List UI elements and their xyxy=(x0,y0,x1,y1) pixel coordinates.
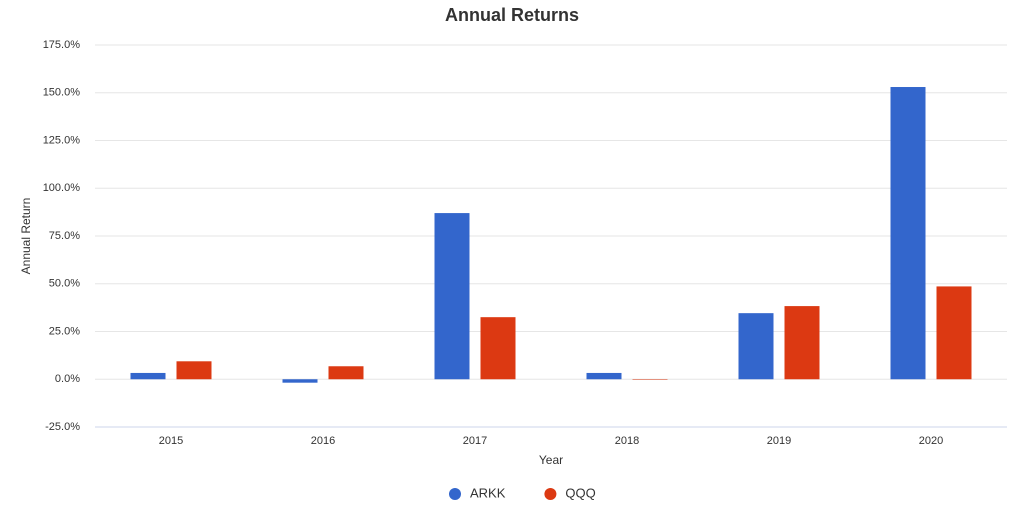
bar xyxy=(936,286,972,380)
bar xyxy=(738,313,774,380)
bar xyxy=(480,317,516,380)
y-tick-label: -25.0% xyxy=(45,421,80,433)
y-tick-label: 0.0% xyxy=(55,373,80,385)
x-tick-label: 2019 xyxy=(767,435,791,447)
x-axis-label: Year xyxy=(539,453,563,467)
y-tick-label: 100.0% xyxy=(43,182,81,194)
bar xyxy=(632,379,668,380)
chart-title: Annual Returns xyxy=(445,5,579,25)
y-tick-label: 50.0% xyxy=(49,278,80,290)
y-axis-label: Annual Return xyxy=(19,198,33,275)
legend-marker[interactable] xyxy=(544,488,557,500)
bar xyxy=(130,372,166,380)
y-tick-label: 150.0% xyxy=(43,87,81,99)
x-tick-label: 2017 xyxy=(463,435,487,447)
x-tick-label: 2020 xyxy=(919,435,943,447)
x-tick-label: 2018 xyxy=(615,435,639,447)
bar xyxy=(586,372,622,380)
y-tick-label: 125.0% xyxy=(43,134,81,146)
y-tick-label: 175.0% xyxy=(43,39,81,51)
bar xyxy=(176,361,212,380)
x-tick-label: 2016 xyxy=(311,435,335,447)
bar xyxy=(328,366,364,380)
legend-label[interactable]: ARKK xyxy=(470,485,506,500)
bar xyxy=(282,379,318,383)
y-tick-label: 25.0% xyxy=(49,325,80,337)
bar xyxy=(434,213,470,380)
legend-marker[interactable] xyxy=(449,488,461,500)
x-tick-label: 2015 xyxy=(159,435,183,447)
y-tick-label: 75.0% xyxy=(49,230,80,242)
bar xyxy=(784,306,820,380)
bar xyxy=(890,87,926,380)
legend-label[interactable]: QQQ xyxy=(565,485,595,500)
